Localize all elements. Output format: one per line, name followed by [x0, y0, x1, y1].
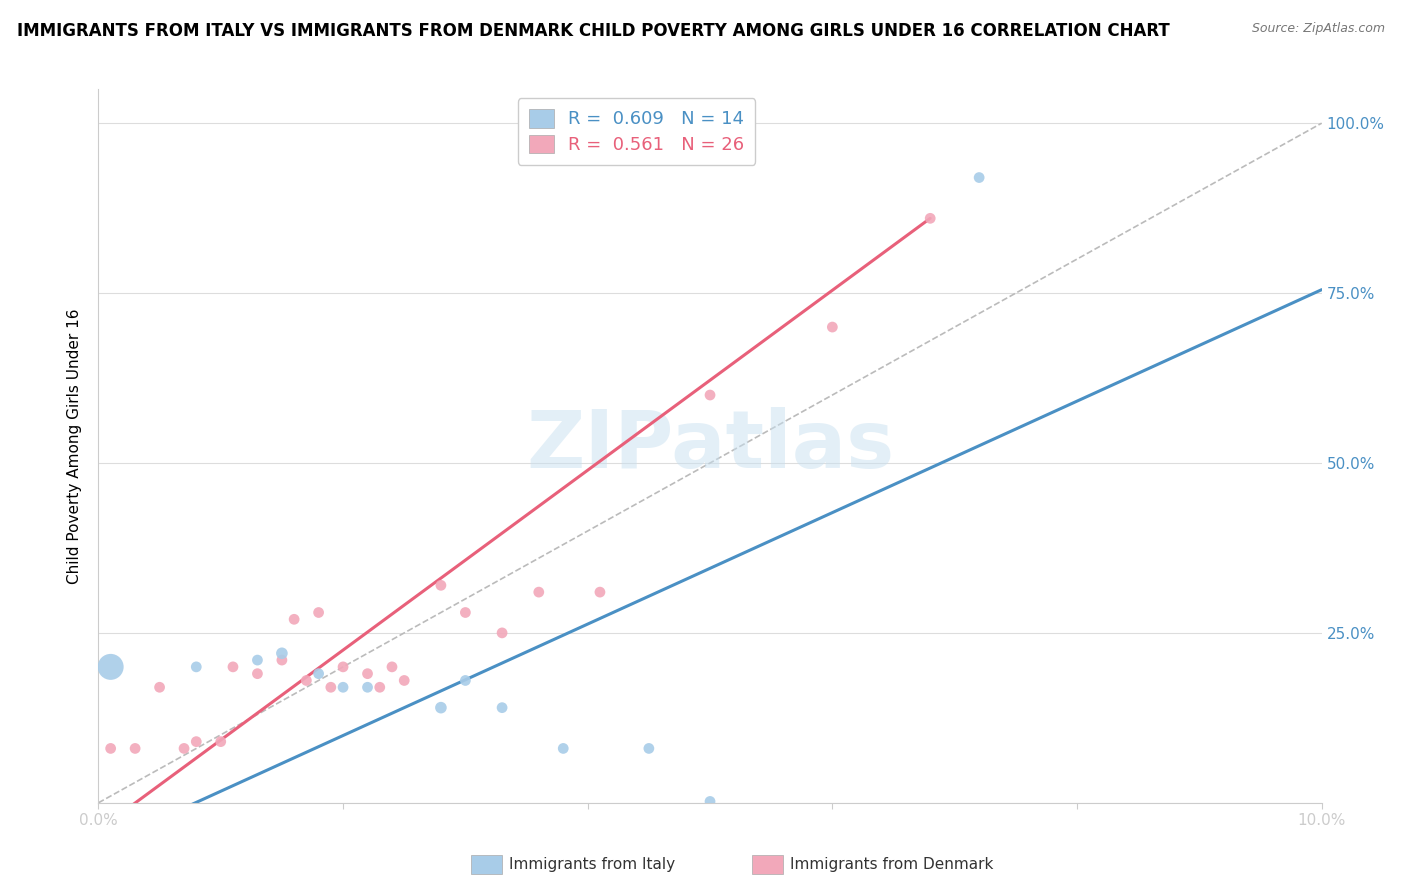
- Point: [209, 734, 232, 748]
- Point: [392, 673, 416, 688]
- Point: [430, 578, 453, 592]
- Point: [430, 700, 453, 714]
- Point: [356, 680, 378, 694]
- Point: [454, 673, 477, 688]
- Point: [332, 680, 354, 694]
- Point: [173, 741, 195, 756]
- Point: [222, 660, 245, 674]
- Point: [295, 673, 318, 688]
- Point: [246, 653, 269, 667]
- Point: [124, 741, 146, 756]
- Text: ZIPatlas: ZIPatlas: [526, 407, 894, 485]
- Point: [283, 612, 305, 626]
- Point: [356, 666, 378, 681]
- Point: [553, 741, 575, 756]
- Text: Source: ZipAtlas.com: Source: ZipAtlas.com: [1251, 22, 1385, 36]
- Point: [149, 680, 172, 694]
- Text: Immigrants from Italy: Immigrants from Italy: [509, 857, 675, 871]
- Point: [637, 741, 661, 756]
- Point: [100, 660, 122, 674]
- Point: [270, 653, 292, 667]
- Point: [454, 606, 477, 620]
- Point: [527, 585, 550, 599]
- Point: [920, 211, 942, 226]
- Point: [246, 666, 269, 681]
- Point: [491, 626, 513, 640]
- Point: [100, 741, 122, 756]
- Text: IMMIGRANTS FROM ITALY VS IMMIGRANTS FROM DENMARK CHILD POVERTY AMONG GIRLS UNDER: IMMIGRANTS FROM ITALY VS IMMIGRANTS FROM…: [17, 22, 1170, 40]
- Point: [319, 680, 342, 694]
- Text: Immigrants from Denmark: Immigrants from Denmark: [790, 857, 994, 871]
- Point: [699, 794, 721, 808]
- Point: [308, 606, 330, 620]
- Y-axis label: Child Poverty Among Girls Under 16: Child Poverty Among Girls Under 16: [67, 309, 83, 583]
- Point: [186, 734, 208, 748]
- Point: [186, 660, 208, 674]
- Point: [381, 660, 404, 674]
- Point: [821, 320, 844, 334]
- Point: [308, 666, 330, 681]
- Point: [699, 388, 721, 402]
- Point: [368, 680, 391, 694]
- Legend: R =  0.609   N = 14, R =  0.561   N = 26: R = 0.609 N = 14, R = 0.561 N = 26: [517, 98, 755, 165]
- Point: [332, 660, 354, 674]
- Point: [967, 170, 990, 185]
- Point: [270, 646, 292, 660]
- Point: [589, 585, 612, 599]
- Point: [491, 700, 513, 714]
